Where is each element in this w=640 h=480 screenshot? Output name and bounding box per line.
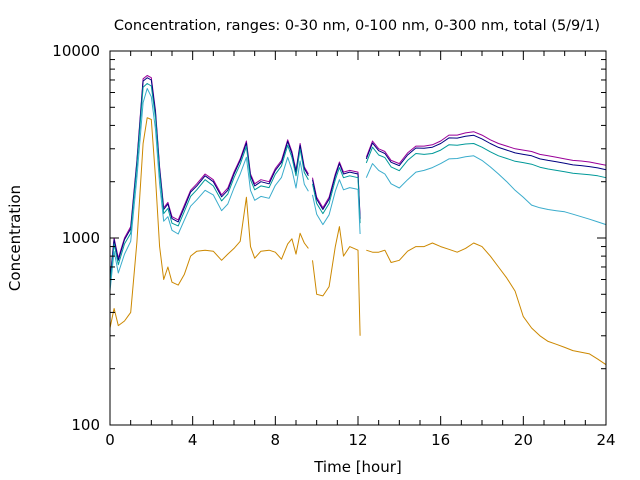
series-line-2 xyxy=(109,77,607,281)
series-line-5 xyxy=(109,117,607,366)
axis-layer: 0 4 8 12 16 20 24 100 1000 10000 xyxy=(52,42,615,449)
plot-frame xyxy=(109,50,607,426)
x-tick-label: 4 xyxy=(188,431,198,449)
x-tick-label: 8 xyxy=(271,431,281,449)
x-tick-label: 0 xyxy=(105,431,115,449)
series-line-4 xyxy=(109,88,607,292)
y-tick-label: 1000 xyxy=(62,229,100,247)
x-tick-label: 12 xyxy=(348,431,367,449)
x-axis-label: Time [hour] xyxy=(313,458,402,476)
series-layer xyxy=(109,75,607,366)
x-tick-label: 24 xyxy=(596,431,615,449)
y-tick-label: 10000 xyxy=(52,42,100,60)
series-line-3 xyxy=(109,83,607,286)
series-line-1 xyxy=(109,75,607,280)
y-axis-label: Concentration xyxy=(6,185,24,291)
x-tick-label: 16 xyxy=(431,431,450,449)
chart-title: Concentration, ranges: 0-30 nm, 0-100 nm… xyxy=(114,18,600,34)
y-tick-label: 100 xyxy=(71,416,100,434)
x-tick-label: 20 xyxy=(514,431,533,449)
